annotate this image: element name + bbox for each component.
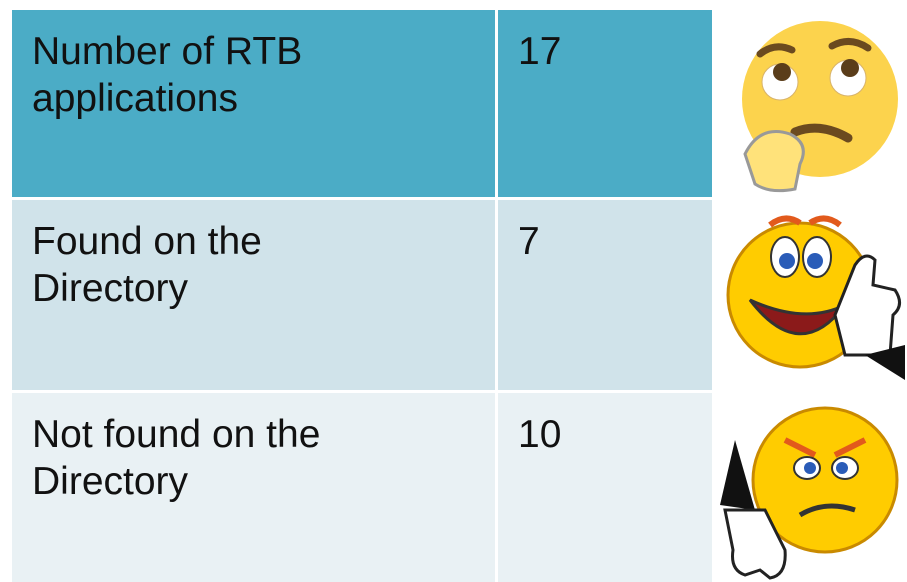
cell-text: Not found on the Directory — [32, 411, 412, 505]
cell: Not found on the Directory — [12, 393, 498, 582]
table-row: Not found on the Directory 10 — [12, 393, 712, 582]
cell-text: Found on the Directory — [32, 218, 412, 312]
thumbs-down-emoji — [715, 400, 907, 582]
cell: Number of RTB applications — [12, 10, 498, 197]
cell: 7 — [498, 200, 712, 390]
table: Number of RTB applications 17 Found on t… — [12, 10, 712, 582]
cell: 10 — [498, 393, 712, 582]
thinking-emoji — [720, 14, 900, 194]
cell: 17 — [498, 10, 712, 197]
cell-text: 7 — [518, 220, 540, 263]
page: Number of RTB applications 17 Found on t… — [0, 0, 907, 582]
cell-text: 10 — [518, 413, 561, 456]
cell: Found on the Directory — [12, 200, 498, 390]
table-row: Found on the Directory 7 — [12, 200, 712, 393]
cell-text: 17 — [518, 30, 561, 73]
table-row: Number of RTB applications 17 — [12, 10, 712, 200]
cell-text: Number of RTB applications — [32, 28, 412, 122]
thumbs-up-emoji — [715, 205, 907, 387]
